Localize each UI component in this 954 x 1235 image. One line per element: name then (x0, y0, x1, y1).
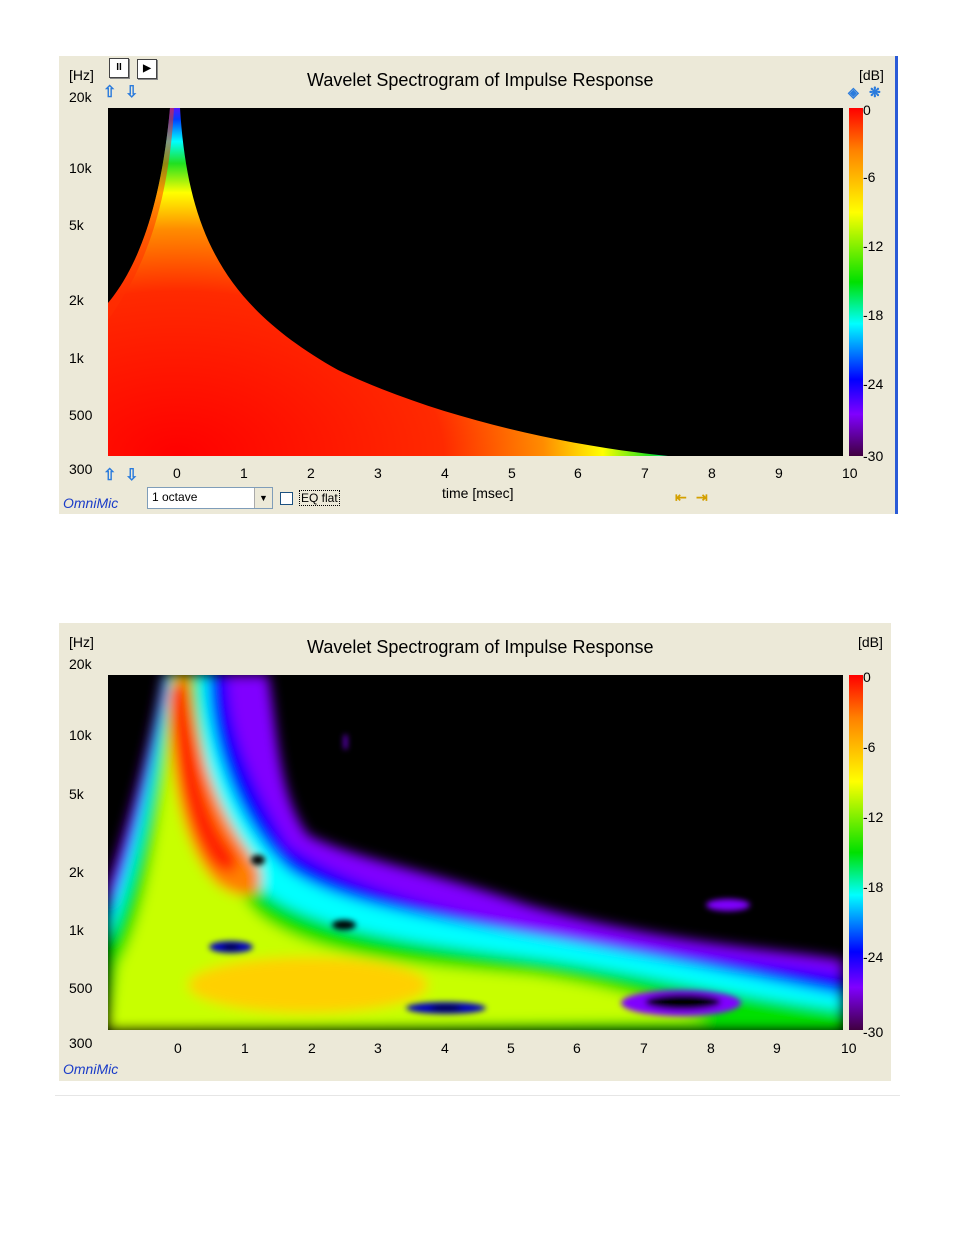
x-tick-label: 8 (708, 465, 716, 481)
zoom-up-arrow-icon[interactable]: ⇧ (103, 84, 117, 101)
y-tick-label: 1k (69, 922, 84, 938)
play-button[interactable]: ▶ (137, 59, 157, 79)
scroll-right-icon[interactable]: ⇥ (696, 489, 708, 505)
x-tick-label: 7 (640, 1040, 648, 1056)
y-tick-label: 500 (69, 407, 93, 423)
artifact-spots (209, 735, 750, 1016)
y-tick-label: 1k (69, 350, 84, 366)
x-tick-label: 9 (775, 465, 783, 481)
shift-up-arrow-icon[interactable]: ⇧ (103, 467, 117, 484)
scale-expand-icon[interactable]: ◈ (848, 84, 859, 100)
colorbar (849, 108, 863, 456)
y-unit-label: [Hz] (69, 634, 94, 650)
resolution-value: 1 octave (152, 490, 198, 504)
scroll-left-icon[interactable]: ⇤ (675, 489, 687, 505)
x-tick-label: 6 (574, 465, 582, 481)
eq-flat-checkbox[interactable] (280, 492, 293, 505)
scale-compress-icon[interactable]: ❋ (869, 84, 881, 100)
x-tick-label: 5 (508, 465, 516, 481)
colorbar-tick-label: -30 (863, 1024, 884, 1040)
x-tick-label: 3 (374, 465, 382, 481)
y-tick-label: 5k (69, 786, 84, 802)
spectrogram-plot-area (108, 675, 843, 1030)
x-tick-label: 9 (773, 1040, 781, 1056)
x-tick-label: 5 (507, 1040, 515, 1056)
y-tick-label: 10k (69, 727, 92, 743)
x-tick-label: 10 (841, 1040, 857, 1056)
play-icon: ▶ (143, 63, 151, 74)
x-tick-label: 2 (308, 1040, 316, 1056)
colorbar-tick-label: -12 (863, 809, 884, 825)
x-tick-label: 2 (307, 465, 315, 481)
colorbar-tick-label: -18 (863, 307, 884, 323)
energy-field (108, 675, 843, 1030)
y-top-label: 20k (69, 656, 92, 672)
omnimic-logo: OmniMic (63, 1061, 119, 1077)
y-unit-label: [Hz] (69, 67, 94, 83)
resolution-select[interactable]: 1 octave ▼ (147, 487, 273, 509)
spectrogram-plot-area (108, 108, 843, 456)
spectrogram-panel-1: [Hz] 20k II ▶ ⇧ ⇩ Wavelet Spectrogram of… (59, 56, 898, 514)
y-tick-label: 5k (69, 217, 84, 233)
colorbar-tick-label: -24 (863, 949, 884, 965)
pause-button[interactable]: II (109, 58, 129, 78)
colorbar-tick-label: -30 (863, 448, 884, 464)
shift-down-arrow-icon[interactable]: ⇩ (125, 467, 139, 484)
colorbar-tick-label: -24 (863, 376, 884, 392)
y-tick-label: 500 (69, 980, 93, 996)
energy-decay-edge (108, 108, 174, 320)
spectrogram-heatmap (108, 675, 843, 1030)
x-tick-label: 10 (842, 465, 858, 481)
spectrogram-panel-2: [Hz] 20k Wavelet Spectrogram of Impulse … (59, 623, 891, 1081)
x-tick-label: 0 (174, 1040, 182, 1056)
colorbar-unit-label: [dB] (858, 634, 883, 650)
x-tick-label: 4 (441, 1040, 449, 1056)
y-tick-label: 10k (69, 160, 92, 176)
y-tick-label: 2k (69, 292, 84, 308)
page-divider (55, 1095, 900, 1096)
colorbar-tick-label: 0 (863, 102, 871, 118)
x-tick-label: 1 (240, 465, 248, 481)
colorbar-tick-label: -18 (863, 879, 884, 895)
y-bottom-label: 300 (69, 1035, 93, 1051)
chart-title: Wavelet Spectrogram of Impulse Response (307, 70, 654, 90)
chevron-down-icon[interactable]: ▼ (254, 488, 272, 508)
x-tick-label: 4 (441, 465, 449, 481)
colorbar-tick-label: 0 (863, 669, 871, 685)
y-tick-label: 2k (69, 864, 84, 880)
x-tick-label: 6 (573, 1040, 581, 1056)
x-tick-label: 1 (241, 1040, 249, 1056)
colorbar-tick-label: -6 (863, 169, 876, 185)
colorbar-unit-label: [dB] (859, 67, 884, 83)
y-top-label: 20k (69, 89, 92, 105)
omnimic-logo: OmniMic (63, 495, 119, 511)
colorbar-tick-label: -6 (863, 739, 876, 755)
chart-title: Wavelet Spectrogram of Impulse Response (307, 637, 654, 657)
colorbar (849, 675, 863, 1030)
x-tick-label: 0 (173, 465, 181, 481)
x-tick-label: 3 (374, 1040, 382, 1056)
zoom-down-arrow-icon[interactable]: ⇩ (125, 84, 139, 101)
y-bottom-label: 300 (69, 461, 93, 477)
x-tick-label: 7 (641, 465, 649, 481)
x-axis-label: time [msec] (442, 485, 514, 501)
x-tick-label: 8 (707, 1040, 715, 1056)
colorbar-tick-label: -12 (863, 238, 884, 254)
eq-flat-label[interactable]: EQ flat (299, 490, 340, 506)
pause-icon: II (116, 62, 122, 73)
spectrogram-heatmap (108, 108, 668, 456)
energy-decay-region (108, 108, 668, 456)
